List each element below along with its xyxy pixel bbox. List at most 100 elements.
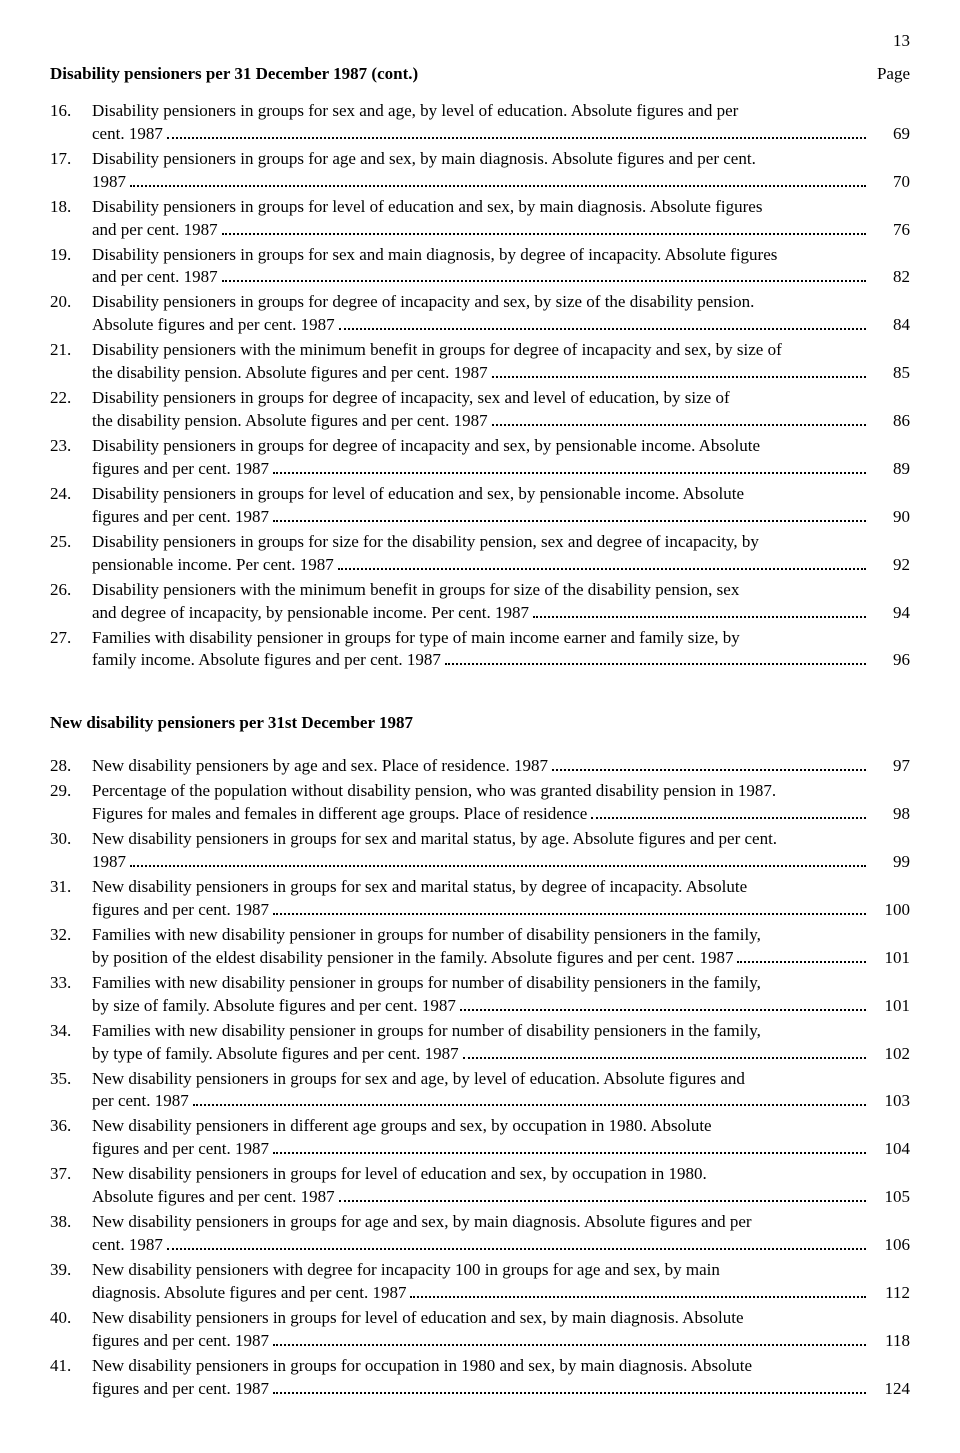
- toc-entry-text: cent. 1987: [92, 1234, 163, 1257]
- toc-entry-body: Families with new disability pensioner i…: [92, 972, 910, 1018]
- toc-entry-number: 37.: [50, 1163, 92, 1186]
- toc-entry-text: New disability pensioners in different a…: [92, 1115, 712, 1138]
- toc-entry: 28.New disability pensioners by age and …: [50, 755, 910, 778]
- section-2-heading: New disability pensioners per 31st Decem…: [50, 712, 910, 735]
- toc-entry-line: per cent. 1987103: [92, 1090, 910, 1113]
- toc-entry-line: New disability pensioners in groups for …: [92, 1163, 910, 1186]
- toc-entry: 40.New disability pensioners in groups f…: [50, 1307, 910, 1353]
- toc-entry: 37.New disability pensioners in groups f…: [50, 1163, 910, 1209]
- toc-entry-body: Disability pensioners in groups for age …: [92, 148, 910, 194]
- toc-entry: 32.Families with new disability pensione…: [50, 924, 910, 970]
- toc-entry-page: 112: [870, 1282, 910, 1305]
- toc-entry-text: 1987: [92, 171, 126, 194]
- toc-entry-text: Disability pensioners with the minimum b…: [92, 339, 782, 362]
- toc-entry: 16.Disability pensioners in groups for s…: [50, 100, 910, 146]
- toc-entry-number: 30.: [50, 828, 92, 851]
- toc-entry: 29.Percentage of the population without …: [50, 780, 910, 826]
- toc-entry-text: figures and per cent. 1987: [92, 1378, 269, 1401]
- toc-entry-number: 22.: [50, 387, 92, 410]
- toc-entry-text: New disability pensioners in groups for …: [92, 828, 777, 851]
- toc-entry-line: Families with new disability pensioner i…: [92, 1020, 910, 1043]
- toc-entry-body: Disability pensioners in groups for size…: [92, 531, 910, 577]
- toc-leader-dots: [533, 602, 866, 617]
- toc-entry-line: cent. 198769: [92, 123, 910, 146]
- toc-entry-line: by position of the eldest disability pen…: [92, 947, 910, 970]
- toc-entry-line: Disability pensioners in groups for sex …: [92, 244, 910, 267]
- toc-entry-line: Absolute figures and per cent. 198784: [92, 314, 910, 337]
- toc-entry: 21.Disability pensioners with the minimu…: [50, 339, 910, 385]
- toc-entry-page: 103: [870, 1090, 910, 1113]
- toc-entry-text: family income. Absolute figures and per …: [92, 649, 441, 672]
- toc-entry: 36.New disability pensioners in differen…: [50, 1115, 910, 1161]
- toc-entry-line: New disability pensioners in groups for …: [92, 1307, 910, 1330]
- toc-entry-line: Disability pensioners in groups for age …: [92, 148, 910, 171]
- toc-entry-body: Disability pensioners in groups for leve…: [92, 196, 910, 242]
- toc-entry-body: New disability pensioners in groups for …: [92, 828, 910, 874]
- toc-entry: 24.Disability pensioners in groups for l…: [50, 483, 910, 529]
- toc-entry-page: 96: [870, 649, 910, 672]
- toc-entry-text: Families with new disability pensioner i…: [92, 972, 761, 995]
- toc-entry: 33.Families with new disability pensione…: [50, 972, 910, 1018]
- toc-entry-text: pensionable income. Per cent. 1987: [92, 554, 334, 577]
- toc-entry: 19.Disability pensioners in groups for s…: [50, 244, 910, 290]
- toc-entry-line: the disability pension. Absolute figures…: [92, 410, 910, 433]
- toc-leader-dots: [338, 554, 866, 569]
- toc-entry-text: Disability pensioners in groups for leve…: [92, 196, 762, 219]
- toc-entry-body: New disability pensioners in groups for …: [92, 1211, 910, 1257]
- toc-entry: 22.Disability pensioners in groups for d…: [50, 387, 910, 433]
- toc-entry: 26.Disability pensioners with the minimu…: [50, 579, 910, 625]
- toc-entry-text: New disability pensioners in groups for …: [92, 1163, 707, 1186]
- header-page-label: Page: [877, 63, 910, 86]
- toc-entry-text: Disability pensioners in groups for degr…: [92, 435, 760, 458]
- toc-entry: 39.New disability pensioners with degree…: [50, 1259, 910, 1305]
- toc-entry-number: 20.: [50, 291, 92, 314]
- toc-entry-line: Percentage of the population without dis…: [92, 780, 910, 803]
- toc-leader-dots: [273, 1378, 866, 1393]
- toc-leader-dots: [463, 1043, 866, 1058]
- toc-entry-line: the disability pension. Absolute figures…: [92, 362, 910, 385]
- toc-entry-line: Disability pensioners in groups for sex …: [92, 100, 910, 123]
- toc-entry-text: New disability pensioners with degree fo…: [92, 1259, 720, 1282]
- toc-entry-line: Families with new disability pensioner i…: [92, 972, 910, 995]
- toc-entry-number: 39.: [50, 1259, 92, 1282]
- toc-entry-line: Absolute figures and per cent. 1987105: [92, 1186, 910, 1209]
- toc-entry-number: 27.: [50, 627, 92, 650]
- toc-entry-line: family income. Absolute figures and per …: [92, 649, 910, 672]
- toc-entry: 38.New disability pensioners in groups f…: [50, 1211, 910, 1257]
- toc-entry-line: New disability pensioners in groups for …: [92, 828, 910, 851]
- toc-entry-text: Disability pensioners in groups for age …: [92, 148, 756, 171]
- toc-entry-line: figures and per cent. 1987124: [92, 1378, 910, 1401]
- toc-entry-page: 90: [870, 506, 910, 529]
- toc-entry-number: 40.: [50, 1307, 92, 1330]
- toc-entry-body: New disability pensioners in groups for …: [92, 1355, 910, 1401]
- toc-leader-dots: [339, 1187, 866, 1202]
- toc-entry-line: Disability pensioners with the minimum b…: [92, 579, 910, 602]
- toc-entry-line: by size of family. Absolute figures and …: [92, 995, 910, 1018]
- toc-entry-number: 35.: [50, 1068, 92, 1091]
- toc-entry-number: 31.: [50, 876, 92, 899]
- toc-entry-text: Disability pensioners in groups for sex …: [92, 100, 738, 123]
- toc-leader-dots: [130, 852, 866, 867]
- toc-leader-dots: [591, 804, 866, 819]
- toc-entry-body: Percentage of the population without dis…: [92, 780, 910, 826]
- toc-entry-body: New disability pensioners in different a…: [92, 1115, 910, 1161]
- toc-entry-page: 105: [870, 1186, 910, 1209]
- toc-entry-line: Families with new disability pensioner i…: [92, 924, 910, 947]
- toc-entry-page: 97: [870, 755, 910, 778]
- toc-entry-line: Disability pensioners with the minimum b…: [92, 339, 910, 362]
- toc-entry-page: 89: [870, 458, 910, 481]
- toc-entry: 23.Disability pensioners in groups for d…: [50, 435, 910, 481]
- toc-entry-body: Disability pensioners in groups for sex …: [92, 244, 910, 290]
- toc-entry-body: New disability pensioners in groups for …: [92, 876, 910, 922]
- toc-leader-dots: [193, 1091, 866, 1106]
- toc-leader-dots: [273, 900, 866, 915]
- toc-entry-text: Families with new disability pensioner i…: [92, 924, 761, 947]
- toc-entry-line: Disability pensioners in groups for degr…: [92, 291, 910, 314]
- toc-entry-number: 26.: [50, 579, 92, 602]
- toc-entry-line: New disability pensioners in groups for …: [92, 1068, 910, 1091]
- page-number: 13: [50, 30, 910, 53]
- toc-entry-page: 101: [870, 995, 910, 1018]
- toc-entry-body: Families with disability pensioner in gr…: [92, 627, 910, 673]
- toc-entry-body: Families with new disability pensioner i…: [92, 1020, 910, 1066]
- toc-entry-text: New disability pensioners in groups for …: [92, 1355, 752, 1378]
